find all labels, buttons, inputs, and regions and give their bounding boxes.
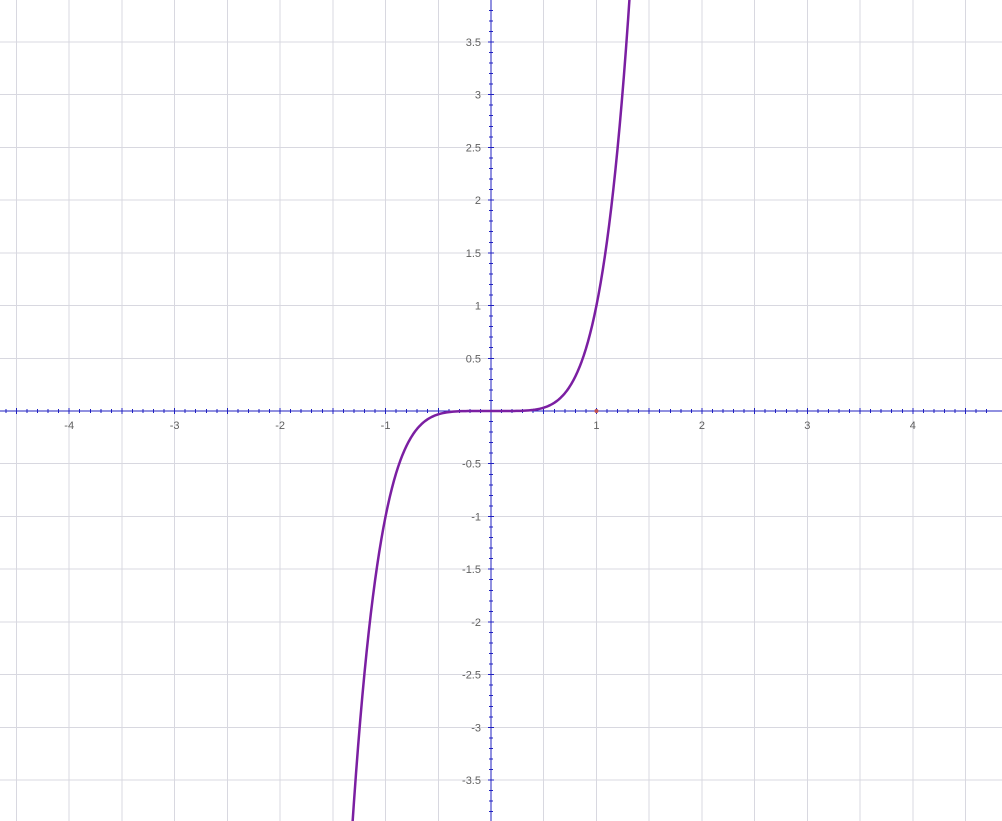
x-tick-label: -3 bbox=[170, 420, 180, 432]
y-tick-label: 0.5 bbox=[466, 353, 481, 365]
x-tick-label: 3 bbox=[804, 420, 810, 432]
y-tick-label: -0.5 bbox=[462, 459, 481, 471]
y-tick-label: 3.5 bbox=[466, 37, 481, 49]
y-tick-label: -2.5 bbox=[462, 670, 481, 682]
y-tick-label: -1 bbox=[471, 511, 481, 523]
x-tick-label: -1 bbox=[381, 420, 391, 432]
x-tick-label: 2 bbox=[699, 420, 705, 432]
coordinate-plane-chart: -4 -3 -2 -1 1 2 3 4 -3.5 -3 -2.5 -2 -1.5 -1 -0.5 0.5 1 1.… bbox=[0, 0, 1002, 821]
y-tick-label: -3.5 bbox=[462, 775, 481, 787]
x-tick-label: 4 bbox=[910, 420, 916, 432]
marker-point bbox=[594, 409, 598, 413]
x-tick-label: 1 bbox=[593, 420, 599, 432]
y-tick-label: -2 bbox=[471, 617, 481, 629]
x-tick-label: -4 bbox=[64, 420, 74, 432]
y-tick-label: 1.5 bbox=[466, 248, 481, 260]
y-tick-label: 1 bbox=[475, 301, 481, 313]
x-tick-label: -2 bbox=[275, 420, 285, 432]
y-tick-label: 3 bbox=[475, 90, 481, 102]
y-tick-label: 2.5 bbox=[466, 142, 481, 154]
y-tick-label: -3 bbox=[471, 722, 481, 734]
y-tick-label: 2 bbox=[475, 195, 481, 207]
chart-container: -4 -3 -2 -1 1 2 3 4 -3.5 -3 -2.5 -2 -1.5 -1 -0.5 0.5 1 1.… bbox=[0, 0, 1002, 821]
y-tick-label: -1.5 bbox=[462, 564, 481, 576]
